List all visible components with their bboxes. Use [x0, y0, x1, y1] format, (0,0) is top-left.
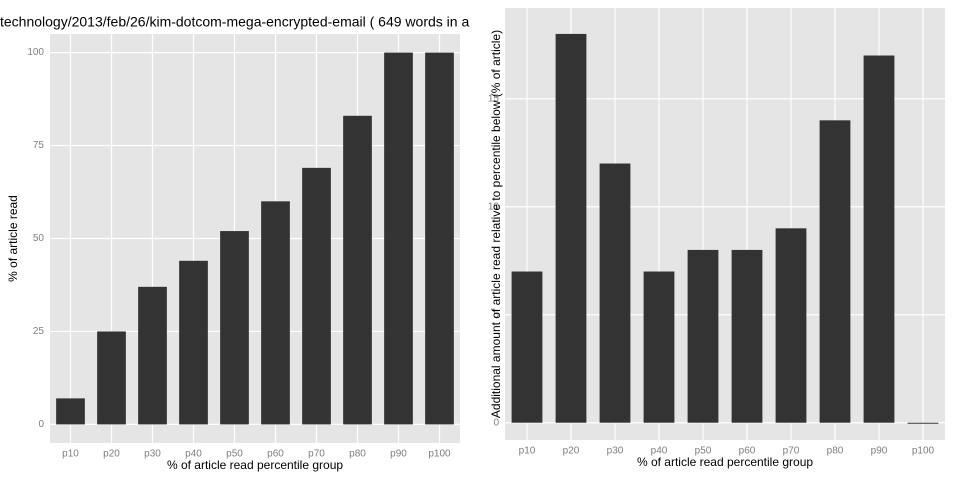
y-tick-label: 50: [33, 233, 45, 244]
bar: [599, 163, 631, 423]
bar: [731, 249, 763, 423]
bar: [819, 120, 851, 423]
x-tick-label: p100: [912, 446, 935, 457]
x-tick-label: p10: [519, 446, 536, 457]
x-axis-title: % of article read percentile group: [637, 455, 813, 469]
bar: [555, 33, 587, 423]
bar: [687, 249, 719, 423]
x-tick-label: p20: [563, 446, 580, 457]
y-axis-title: % of article read: [6, 195, 20, 282]
bar: [302, 167, 331, 425]
bar: [775, 228, 807, 423]
x-tick-label: p40: [651, 446, 668, 457]
x-tick-label: p60: [739, 446, 756, 457]
bar: [384, 52, 413, 425]
bar: [220, 231, 249, 425]
x-tick-label: p60: [267, 449, 284, 460]
bar: [343, 115, 372, 425]
y-tick-label: 15: [488, 93, 500, 104]
y-tick-label: 100: [27, 47, 44, 58]
x-tick-label: p50: [226, 449, 243, 460]
y-tick-label: 25: [33, 326, 45, 337]
x-tick-label: p70: [783, 446, 800, 457]
y-tick-label: 5: [493, 309, 499, 320]
x-axis-title: % of article read percentile group: [167, 458, 343, 472]
bar: [511, 271, 543, 423]
bar: [261, 201, 290, 425]
y-tick-label: 0: [493, 417, 499, 428]
bar: [643, 271, 675, 423]
y-tick-label: 0: [38, 419, 44, 430]
x-tick-label: p70: [308, 449, 325, 460]
bar: [179, 260, 208, 425]
bar: [56, 398, 85, 425]
x-tick-label: p30: [144, 449, 161, 460]
x-tick-label: p90: [390, 449, 407, 460]
x-tick-label: p90: [871, 446, 888, 457]
x-tick-label: p80: [349, 449, 366, 460]
bar: [907, 422, 939, 424]
x-tick-label: p50: [695, 446, 712, 457]
bar: [97, 331, 126, 425]
y-tick-label: 10: [488, 201, 500, 212]
bar: [863, 55, 895, 423]
bar: [138, 286, 167, 425]
chart-title: technology/2013/feb/26/kim-dotcom-mega-e…: [0, 14, 469, 30]
x-tick-label: p20: [103, 449, 120, 460]
x-tick-label: p80: [827, 446, 844, 457]
y-axis-title: Additional amount of article read relati…: [489, 30, 503, 418]
bar: [425, 52, 454, 425]
x-tick-label: p40: [185, 449, 202, 460]
x-tick-label: p10: [62, 449, 79, 460]
y-tick-label: 75: [33, 140, 45, 151]
x-tick-label: p30: [607, 446, 624, 457]
x-tick-label: p100: [428, 449, 451, 460]
